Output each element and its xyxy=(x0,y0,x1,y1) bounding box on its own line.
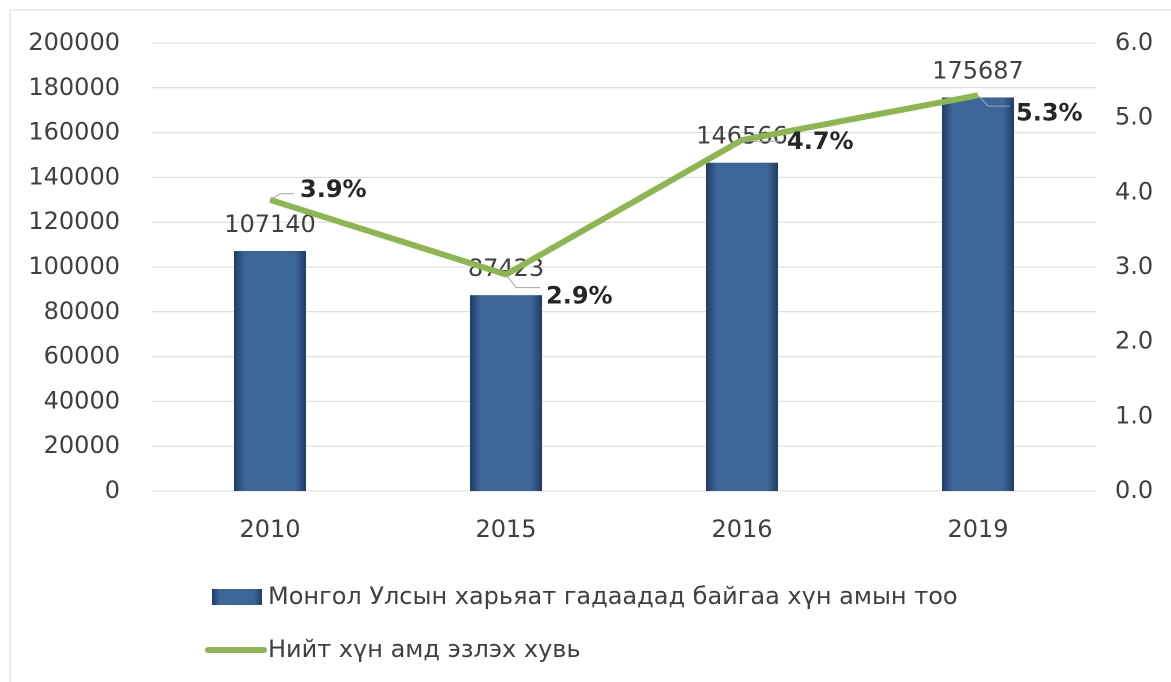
legend-label: Монгол Улсын харьяат гадаадад байгаа хүн… xyxy=(268,582,958,610)
bar xyxy=(234,251,306,491)
y2-tick-label: 5.0 xyxy=(1115,103,1153,131)
y-tick-label: 40000 xyxy=(44,386,120,414)
y2-tick-label: 2.0 xyxy=(1115,327,1153,355)
y2-tick-label: 0.0 xyxy=(1115,476,1153,504)
y-tick-label: 0 xyxy=(105,476,120,504)
y-tick-label: 100000 xyxy=(28,252,120,280)
line-value-label: 5.3% xyxy=(1016,98,1083,126)
leader-line xyxy=(741,139,781,142)
leader-line xyxy=(269,193,294,201)
line xyxy=(269,92,979,278)
y-tick-label: 200000 xyxy=(28,28,120,56)
y-tick-label: 20000 xyxy=(44,431,120,459)
legend-label: Нийт хүн амд эзлэх хувь xyxy=(268,635,581,663)
y-tick-label: 60000 xyxy=(44,342,120,370)
bar xyxy=(470,295,542,491)
x-tick-label: 2019 xyxy=(947,515,1008,543)
y-tick-label: 140000 xyxy=(28,162,120,190)
y-tick-label: 180000 xyxy=(28,73,120,101)
y-tick-label: 80000 xyxy=(44,297,120,325)
leader-line xyxy=(505,274,540,289)
line-value-label: 4.7% xyxy=(787,127,854,155)
y-tick-label: 160000 xyxy=(28,118,120,146)
line-value-label: 3.9% xyxy=(300,175,367,203)
line-value-label: 2.9% xyxy=(546,281,613,309)
legend-swatch xyxy=(212,589,262,605)
y2-tick-label: 4.0 xyxy=(1115,177,1153,205)
x-tick-label: 2016 xyxy=(711,515,772,543)
bar-value-label: 175687 xyxy=(932,56,1024,84)
bar xyxy=(942,97,1014,491)
y-tick-label: 120000 xyxy=(28,207,120,235)
y2-tick-label: 3.0 xyxy=(1115,252,1153,280)
chart-frame xyxy=(9,9,1171,682)
bar-value-label: 107140 xyxy=(224,210,316,238)
leader-line xyxy=(977,94,1010,107)
y2-tick-label: 6.0 xyxy=(1115,28,1153,56)
x-tick-label: 2010 xyxy=(239,515,300,543)
x-tick-label: 2015 xyxy=(475,515,536,543)
y2-tick-label: 1.0 xyxy=(1115,401,1153,429)
bar xyxy=(706,162,778,492)
